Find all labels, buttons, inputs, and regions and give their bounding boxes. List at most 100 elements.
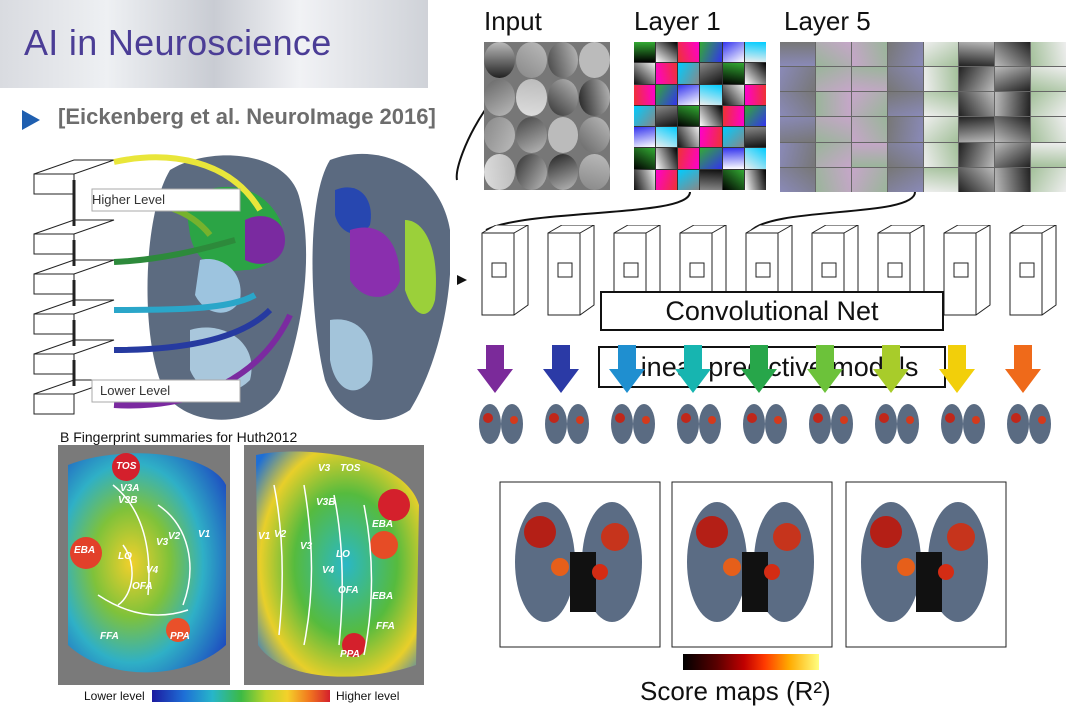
- feature-tile: [851, 92, 887, 117]
- small-score-map: [1007, 404, 1051, 444]
- region-label: TOS: [116, 461, 137, 472]
- region-label: FFA: [376, 621, 395, 632]
- feature-tile: [515, 42, 547, 79]
- feature-tile: [700, 42, 722, 63]
- region-label: V3B: [316, 497, 336, 508]
- layer-box-5: [33, 339, 115, 375]
- region-label: OFA: [338, 585, 359, 596]
- feature-tile: [744, 127, 766, 148]
- feature-tile: [656, 169, 678, 190]
- small-score-map: [479, 404, 523, 444]
- feature-tile: [656, 105, 678, 127]
- layer-box-4: [33, 299, 115, 335]
- feature-tile: [722, 169, 744, 190]
- input-label: Input: [484, 6, 542, 36]
- feature-tile: [722, 63, 744, 84]
- region-label: LO: [118, 551, 132, 562]
- prediction-arrow: [873, 345, 909, 393]
- brain-right-hemisphere: [312, 153, 450, 420]
- region-label: V3: [318, 463, 331, 474]
- feature-tile: [815, 142, 851, 167]
- small-score-map: [875, 404, 919, 444]
- region-label: PPA: [340, 649, 360, 660]
- feature-tile: [851, 167, 887, 192]
- feature-tile: [923, 92, 959, 117]
- region-label: FFA: [100, 631, 119, 642]
- feature-tile: [656, 148, 678, 169]
- feature-tile: [887, 42, 923, 67]
- feature-tile: [851, 142, 887, 167]
- cortical-hierarchy-figure: [33, 153, 450, 420]
- feature-tile: [656, 42, 678, 63]
- convolutional-net-label: Convolutional Net: [600, 291, 944, 331]
- feature-tile: [700, 63, 722, 84]
- feature-tile: [484, 116, 515, 153]
- region-label: V3: [156, 537, 169, 548]
- arrow-cyan: [113, 292, 257, 313]
- feature-tile: [547, 153, 579, 190]
- feature-tile: [484, 153, 515, 190]
- region-label: EBA: [372, 591, 394, 602]
- feature-tile: [1031, 67, 1066, 92]
- region-label: V2: [274, 529, 287, 540]
- feature-tile: [815, 117, 851, 142]
- feature-tile: [744, 84, 766, 105]
- higher-level-label: Higher Level: [92, 192, 165, 207]
- feature-tile: [815, 42, 851, 67]
- feature-tile: [923, 142, 959, 167]
- feature-tile: [851, 117, 887, 142]
- higher-level-colorbar-label: Higher level: [336, 689, 400, 703]
- feature-tile: [887, 117, 923, 142]
- zoom-panels: [499, 481, 1007, 648]
- feature-tile: [780, 42, 815, 67]
- feature-tile: [744, 105, 766, 127]
- feature-tile: [700, 84, 722, 105]
- region-label: PPA: [170, 631, 190, 642]
- higher-level-box: [91, 188, 241, 212]
- feature-tile: [678, 105, 700, 127]
- feature-tile: [780, 167, 815, 192]
- feature-tile: [722, 84, 744, 105]
- feature-tile: [547, 79, 579, 116]
- feature-tile: [484, 42, 515, 79]
- title-banner: [0, 0, 428, 88]
- feature-tile: [1031, 92, 1066, 117]
- feature-tile: [678, 42, 700, 63]
- lower-level-box: [91, 379, 241, 403]
- citation: [Eickenberg et al. NeuroImage 2016]: [58, 104, 436, 129]
- feature-tile: [579, 79, 610, 116]
- prediction-arrow: [543, 345, 579, 393]
- score-map-panel: [845, 481, 1007, 648]
- score-colorbar: [683, 654, 819, 670]
- feature-tile: [700, 127, 722, 148]
- feature-tile: [1031, 167, 1066, 192]
- prediction-arrow: [477, 345, 513, 393]
- fingerprint-left-map: [58, 445, 230, 685]
- feature-tile: [1031, 42, 1066, 67]
- prediction-arrow: [741, 345, 777, 393]
- feature-tile: [851, 67, 887, 92]
- feature-tile: [678, 148, 700, 169]
- feature-tile: [995, 167, 1031, 192]
- feature-tile: [547, 116, 579, 153]
- fingerprint-right-map: [244, 445, 424, 685]
- feature-tile: [780, 142, 815, 167]
- feature-tile: [959, 142, 995, 167]
- feature-tile: [634, 148, 656, 169]
- bullet-triangle-icon: [22, 110, 40, 130]
- feature-tile: [678, 169, 700, 190]
- feature-tile: [923, 42, 959, 67]
- feature-tile: [887, 67, 923, 92]
- small-score-map: [941, 404, 985, 444]
- feature-tile: [744, 148, 766, 169]
- feature-tile: [722, 127, 744, 148]
- feature-tile: [1031, 117, 1066, 142]
- feature-tile: [700, 148, 722, 169]
- score-map-panel: [671, 481, 833, 648]
- lower-level-colorbar-label: Lower level: [84, 689, 145, 703]
- region-label: V2: [168, 531, 181, 542]
- region-label: V4: [322, 565, 335, 576]
- arrow-green: [113, 237, 236, 265]
- feature-tile: [995, 67, 1031, 92]
- arrow-blue: [113, 307, 273, 353]
